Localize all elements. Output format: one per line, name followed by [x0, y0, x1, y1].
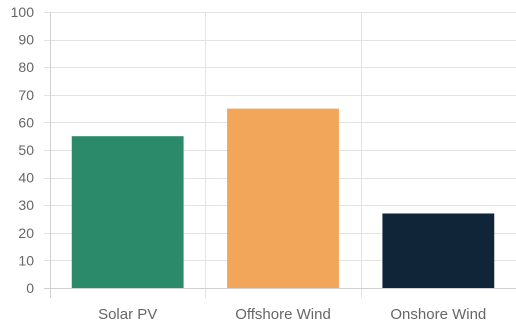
y-tick-label: 90: [18, 32, 34, 48]
y-tick-label: 20: [18, 225, 34, 241]
y-tick-label: 0: [26, 280, 34, 296]
y-tick-label: 50: [18, 142, 34, 158]
y-tick-label: 70: [18, 87, 34, 103]
y-tick-label: 40: [18, 170, 34, 186]
x-tick-label: Onshore Wind: [390, 306, 486, 322]
bar-onshore-wind[interactable]: [382, 213, 495, 288]
bar-solar-pv[interactable]: [71, 136, 184, 288]
y-tick-label: 80: [18, 59, 34, 75]
y-tick-label: 10: [18, 252, 34, 268]
x-tick-label: Solar PV: [98, 306, 157, 322]
label-layer: 0 10 20 30 40 50 60 70 80 90 100 Solar PV Offshore W…: [11, 4, 487, 323]
y-tick-label: 30: [18, 197, 34, 213]
y-tick-label: 60: [18, 114, 34, 130]
bar-layer: [71, 108, 495, 288]
y-tick-label: 100: [11, 4, 35, 20]
bar-offshore-wind[interactable]: [227, 108, 339, 288]
x-tick-label: Offshore Wind: [235, 306, 331, 322]
